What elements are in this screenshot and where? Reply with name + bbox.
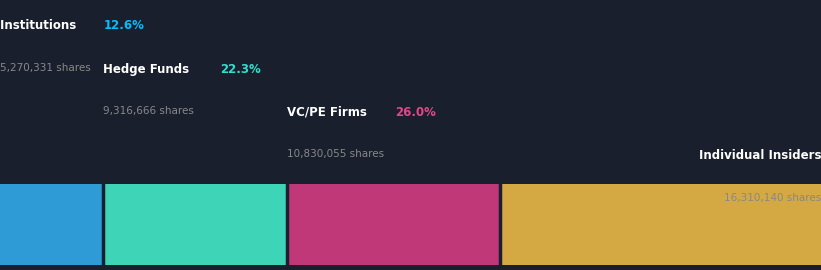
Text: 10,830,055 shares: 10,830,055 shares (287, 149, 383, 159)
Text: Hedge Funds: Hedge Funds (103, 63, 194, 76)
Text: 9,316,666 shares: 9,316,666 shares (103, 106, 195, 116)
Text: 16,310,140 shares: 16,310,140 shares (724, 193, 821, 202)
Text: VC/PE Firms: VC/PE Firms (287, 106, 370, 119)
Bar (287, 184, 500, 265)
Text: Institutions: Institutions (0, 19, 80, 32)
Text: 26.0%: 26.0% (395, 106, 436, 119)
Text: 22.3%: 22.3% (220, 63, 260, 76)
Bar (103, 184, 287, 265)
Bar (500, 184, 821, 265)
Text: Individual Insiders: Individual Insiders (699, 149, 821, 162)
Bar (0, 184, 103, 265)
Text: 5,270,331 shares: 5,270,331 shares (0, 63, 91, 73)
Text: 12.6%: 12.6% (103, 19, 144, 32)
